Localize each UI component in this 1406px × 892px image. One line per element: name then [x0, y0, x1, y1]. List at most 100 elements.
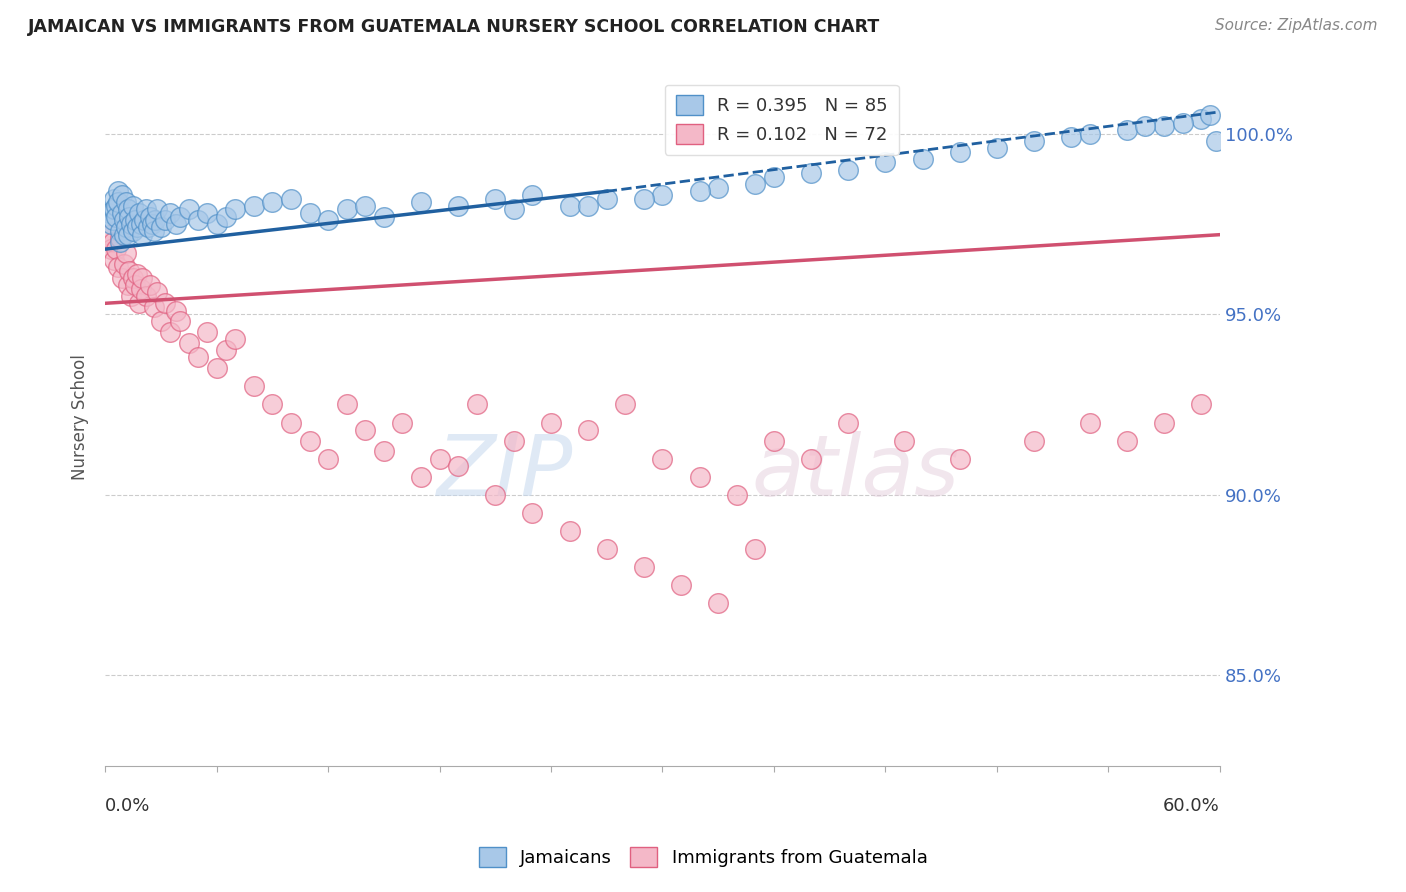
Point: [911, 152, 934, 166]
Text: atlas: atlas: [752, 432, 960, 515]
Point: [1153, 416, 1175, 430]
Point: [169, 210, 191, 224]
Point: [112, 227, 135, 242]
Point: [502, 434, 524, 448]
Point: [120, 217, 142, 231]
Point: [107, 195, 129, 210]
Point: [122, 271, 145, 285]
Point: [224, 202, 246, 217]
Point: [522, 506, 544, 520]
Point: [215, 210, 238, 224]
Point: [1135, 120, 1157, 134]
Point: [159, 206, 181, 220]
Point: [336, 397, 359, 411]
Point: [298, 206, 321, 220]
Point: [111, 188, 134, 202]
Point: [1199, 108, 1222, 122]
Legend: R = 0.395   N = 85, R = 0.102   N = 72: R = 0.395 N = 85, R = 0.102 N = 72: [665, 85, 898, 155]
Point: [122, 199, 145, 213]
Point: [108, 224, 131, 238]
Point: [129, 282, 152, 296]
Point: [135, 202, 157, 217]
Point: [447, 199, 470, 213]
Point: [280, 416, 302, 430]
Point: [484, 488, 506, 502]
Point: [1189, 397, 1212, 411]
Point: [651, 451, 673, 466]
Point: [744, 541, 766, 556]
Point: [1171, 116, 1194, 130]
Point: [139, 210, 162, 224]
Point: [484, 192, 506, 206]
Point: [107, 260, 129, 275]
Point: [131, 271, 153, 285]
Point: [187, 351, 209, 365]
Point: [105, 242, 128, 256]
Point: [103, 192, 125, 206]
Point: [465, 397, 488, 411]
Point: [124, 278, 146, 293]
Point: [135, 289, 157, 303]
Point: [800, 166, 823, 180]
Point: [1153, 120, 1175, 134]
Point: [205, 361, 228, 376]
Point: [145, 213, 167, 227]
Point: [373, 210, 395, 224]
Point: [124, 213, 146, 227]
Point: [316, 451, 339, 466]
Point: [111, 206, 134, 220]
Text: 60.0%: 60.0%: [1163, 797, 1220, 815]
Point: [125, 268, 148, 282]
Point: [558, 524, 581, 538]
Point: [97, 227, 120, 242]
Text: 0.0%: 0.0%: [105, 797, 150, 815]
Point: [837, 162, 859, 177]
Point: [725, 488, 748, 502]
Point: [336, 202, 359, 217]
Point: [141, 217, 163, 231]
Point: [1060, 130, 1083, 145]
Point: [114, 220, 136, 235]
Point: [149, 220, 172, 235]
Point: [114, 195, 136, 210]
Point: [195, 325, 218, 339]
Point: [354, 199, 377, 213]
Point: [614, 397, 637, 411]
Point: [837, 416, 859, 430]
Point: [118, 264, 141, 278]
Point: [165, 303, 187, 318]
Text: Source: ZipAtlas.com: Source: ZipAtlas.com: [1215, 18, 1378, 33]
Point: [1115, 434, 1137, 448]
Point: [112, 256, 135, 270]
Point: [243, 199, 266, 213]
Point: [522, 188, 544, 202]
Point: [689, 184, 711, 198]
Point: [108, 231, 131, 245]
Point: [187, 213, 209, 227]
Point: [177, 336, 200, 351]
Point: [169, 314, 191, 328]
Point: [129, 217, 152, 231]
Point: [139, 278, 162, 293]
Point: [576, 199, 599, 213]
Point: [117, 227, 139, 242]
Point: [101, 235, 124, 249]
Point: [134, 213, 156, 227]
Point: [558, 199, 581, 213]
Point: [224, 333, 246, 347]
Point: [502, 202, 524, 217]
Point: [1115, 123, 1137, 137]
Point: [762, 169, 785, 184]
Point: [762, 434, 785, 448]
Point: [1189, 112, 1212, 127]
Point: [101, 213, 124, 227]
Point: [243, 379, 266, 393]
Point: [195, 206, 218, 220]
Point: [128, 296, 150, 310]
Point: [800, 451, 823, 466]
Point: [1022, 134, 1045, 148]
Point: [146, 202, 169, 217]
Point: [120, 289, 142, 303]
Point: [949, 145, 972, 159]
Point: [136, 220, 159, 235]
